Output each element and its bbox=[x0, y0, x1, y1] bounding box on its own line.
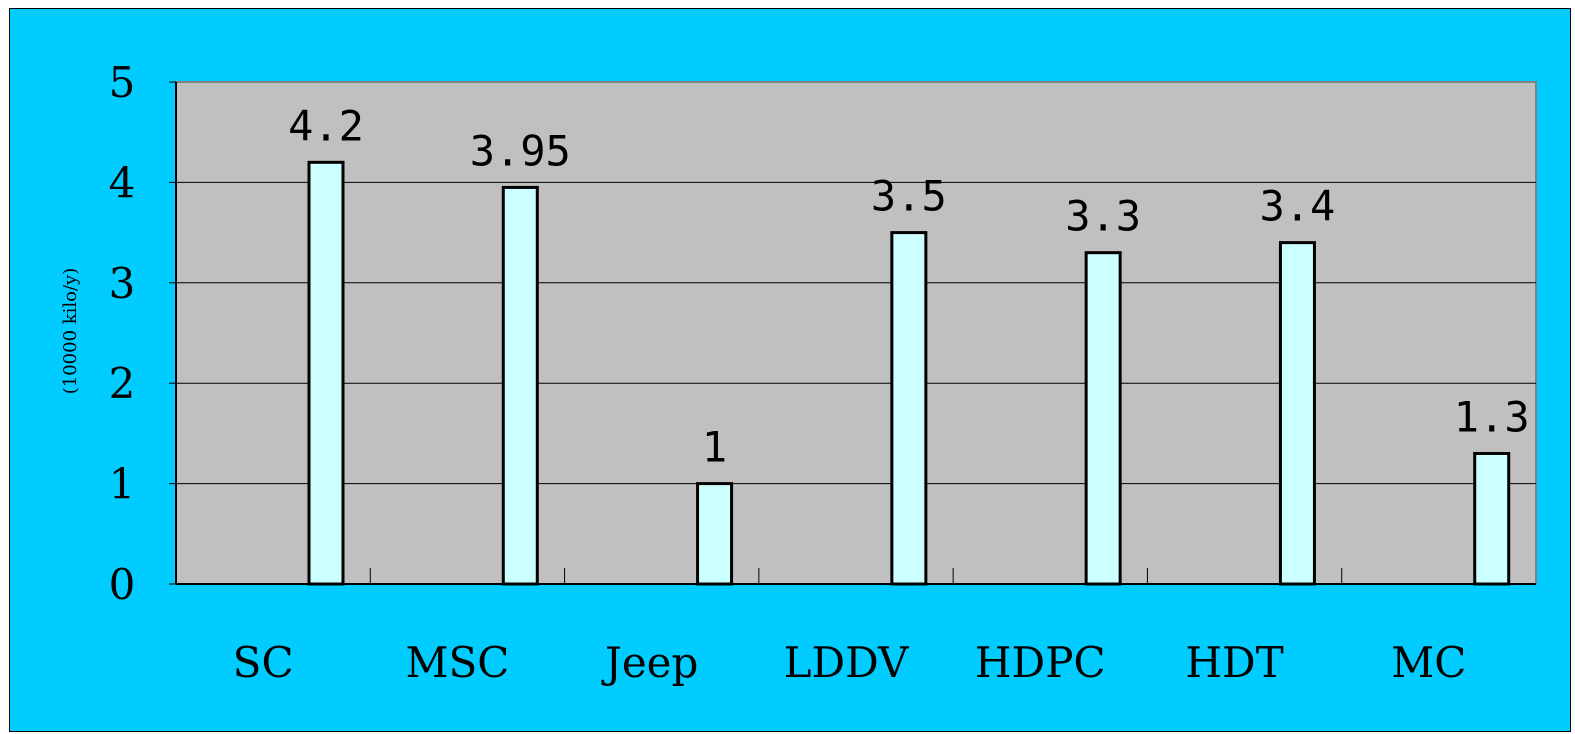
plot-area bbox=[175, 81, 1537, 585]
y-tick-label: 3 bbox=[109, 259, 136, 308]
data-label-Jeep: 1 bbox=[702, 423, 727, 472]
bar-MSC bbox=[501, 185, 539, 586]
bar-chart: 0 1 2 3 4 5 4.2 SC 3.95 MSC 1 Jeep 3.5 LDDV 3.3 HDPC 3.4… bbox=[60, 58, 1537, 687]
bar-HDT bbox=[1278, 241, 1316, 586]
data-label-HDPC: 3.3 bbox=[1065, 192, 1141, 241]
labels: 0 1 2 3 4 5 4.2 SC 3.95 MSC 1 Jeep 3.5 LDDV 3.3 HDPC 3.4… bbox=[109, 58, 1530, 687]
y-tick-label: 2 bbox=[109, 359, 136, 408]
chart-frame: 0 1 2 3 4 5 4.2 SC 3.95 MSC 1 Jeep 3.5 LDDV 3.3 HDPC 3.4… bbox=[9, 8, 1571, 732]
data-label-MSC: 3.95 bbox=[470, 126, 571, 175]
y-tick-label: 5 bbox=[109, 58, 136, 107]
data-label-MC: 1.3 bbox=[1454, 392, 1530, 441]
x-tick-label-MSC: MSC bbox=[405, 638, 509, 687]
y-tick-label: 1 bbox=[109, 460, 136, 509]
x-tick-label-LDDV: LDDV bbox=[784, 638, 910, 687]
data-label-SC: 4.2 bbox=[288, 101, 364, 150]
x-tick-label-MC: MC bbox=[1391, 638, 1466, 687]
bars bbox=[307, 160, 1511, 586]
x-tick-label-Jeep: Jeep bbox=[601, 638, 698, 687]
y-axis-title: (10000 kilo/y) bbox=[60, 268, 81, 395]
data-label-HDT: 3.4 bbox=[1259, 182, 1335, 231]
bar-Jeep bbox=[696, 482, 734, 586]
x-tick-label-HDT: HDT bbox=[1185, 638, 1283, 687]
x-tick-label-SC: SC bbox=[233, 638, 294, 687]
data-label-LDDV: 3.5 bbox=[871, 172, 947, 221]
bar-LDDV bbox=[890, 231, 928, 586]
y-tick-label: 4 bbox=[109, 158, 136, 207]
bar-SC bbox=[307, 160, 345, 586]
y-tick-label: 0 bbox=[109, 560, 136, 609]
x-tick-label-HDPC: HDPC bbox=[975, 638, 1106, 687]
bar-MC bbox=[1473, 451, 1511, 586]
bar-HDPC bbox=[1084, 251, 1122, 586]
